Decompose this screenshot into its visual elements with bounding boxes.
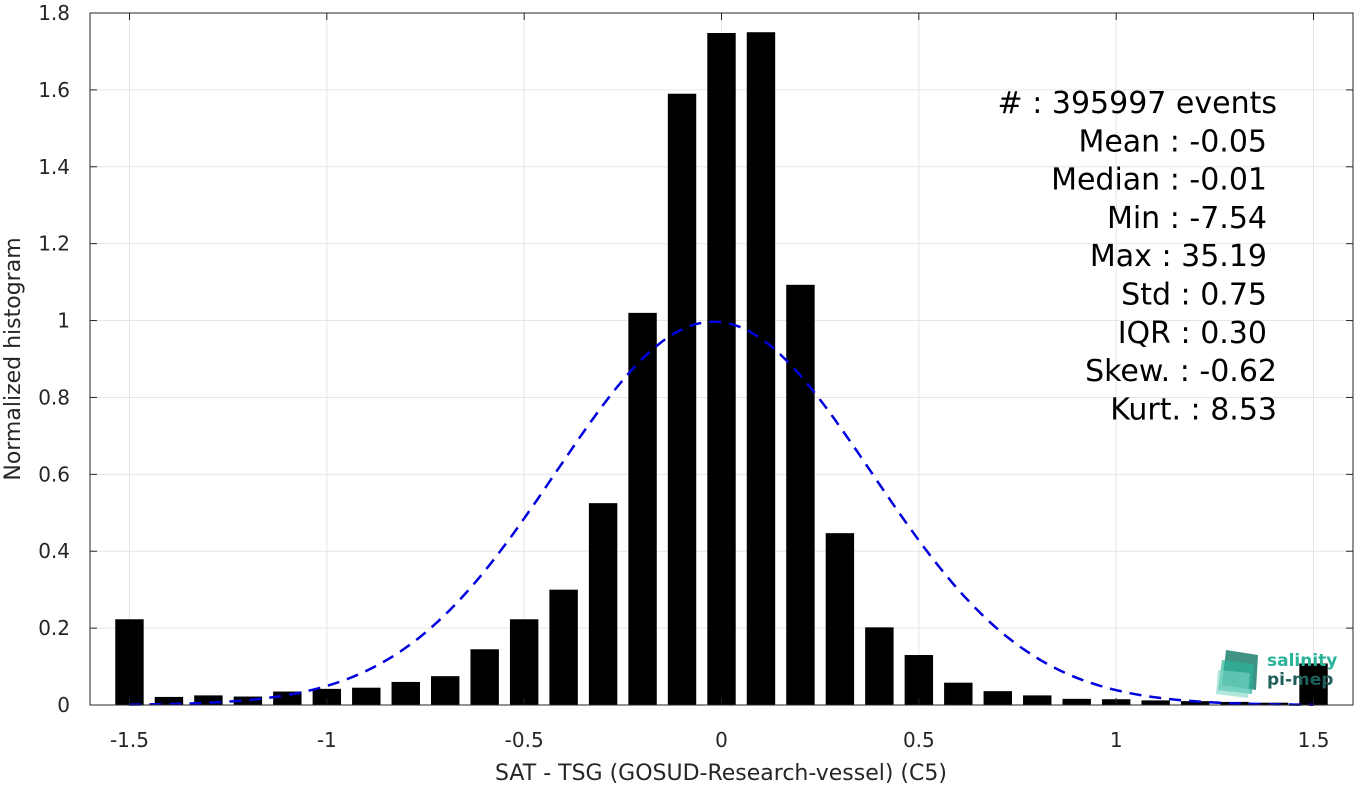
stat-line: Kurt. : 8.53 xyxy=(1110,392,1277,427)
histogram-bar xyxy=(667,93,697,705)
y-tick-label: 0.2 xyxy=(38,616,70,640)
x-tick-label: 0 xyxy=(715,728,728,752)
histogram-bar xyxy=(707,32,736,706)
histogram-bars xyxy=(115,32,1328,706)
wave-logo-icon xyxy=(1216,650,1258,698)
stat-line: Mean : -0.05 xyxy=(1078,124,1267,159)
histogram-bar xyxy=(431,676,460,705)
stat-line: Median : -0.01 xyxy=(1051,163,1267,198)
x-tick-label: -0.5 xyxy=(505,728,544,752)
salinity-pi-mep-logo: salinity pi-mep xyxy=(1216,650,1337,698)
stat-line: Min : -7.54 xyxy=(1107,201,1267,236)
histogram-bar xyxy=(746,32,776,705)
stat-line: IQR : 0.30 xyxy=(1118,316,1267,351)
histogram-bar xyxy=(509,619,539,705)
x-tick-label: 1.5 xyxy=(1298,728,1330,752)
y-tick-label: 0.8 xyxy=(38,385,70,409)
histogram-bar xyxy=(865,627,894,705)
histogram-bar xyxy=(1062,698,1091,705)
histogram-bar xyxy=(194,695,223,705)
logo-line-salinity: salinity xyxy=(1267,651,1337,671)
histogram-bar xyxy=(983,691,1012,705)
histogram-bar xyxy=(115,619,144,705)
histogram-bar xyxy=(786,284,815,705)
histogram-bar xyxy=(549,589,578,705)
y-tick-label: 0.4 xyxy=(38,539,70,563)
histogram-bar xyxy=(628,312,657,705)
stat-line: Std : 0.75 xyxy=(1121,278,1267,313)
histogram-bar xyxy=(352,687,381,705)
stat-line: Skew. : -0.62 xyxy=(1085,354,1277,389)
histogram-bar xyxy=(944,682,973,705)
histogram-bar xyxy=(312,688,342,705)
y-tick-label: 1.8 xyxy=(38,1,70,25)
histogram-bar xyxy=(588,503,618,705)
histogram-bar xyxy=(470,649,499,705)
y-tick-label: 1.6 xyxy=(38,78,70,102)
y-axis-ticks: 0 0.2 0.4 0.6 0.8 1 1.2 1.4 1.6 1.8 xyxy=(38,1,1353,717)
histogram-bar xyxy=(1180,701,1210,705)
x-tick-label: -1 xyxy=(317,728,337,752)
histogram-bar xyxy=(904,655,934,705)
x-tick-label: 1 xyxy=(1110,728,1123,752)
x-axis-ticks: -1.5 -1 -0.5 0 0.5 1 1.5 xyxy=(110,13,1329,752)
y-tick-label: 0.6 xyxy=(38,462,70,486)
y-axis-label: Normalized histogram xyxy=(1,237,26,480)
histogram-bar xyxy=(154,696,184,705)
y-tick-label: 0 xyxy=(57,693,70,717)
stat-line: # : 395997 events xyxy=(998,86,1277,121)
x-tick-label: 0.5 xyxy=(903,728,935,752)
histogram-bar xyxy=(233,696,263,705)
logo-line-pimep: pi-mep xyxy=(1267,670,1333,690)
x-axis-label: SAT - TSG (GOSUD-Research-vessel) (C5) xyxy=(495,761,947,785)
y-tick-label: 1.2 xyxy=(38,232,70,256)
normal-fit-curve xyxy=(129,320,1314,706)
x-tick-label: -1.5 xyxy=(110,728,149,752)
stat-line: Max : 35.19 xyxy=(1090,239,1267,274)
histogram-bar xyxy=(391,681,420,705)
histogram-bar xyxy=(1141,700,1170,705)
histogram-bar xyxy=(1023,695,1052,705)
y-tick-label: 1 xyxy=(57,309,70,333)
histogram-bar xyxy=(825,533,855,705)
y-tick-label: 1.4 xyxy=(38,155,70,179)
